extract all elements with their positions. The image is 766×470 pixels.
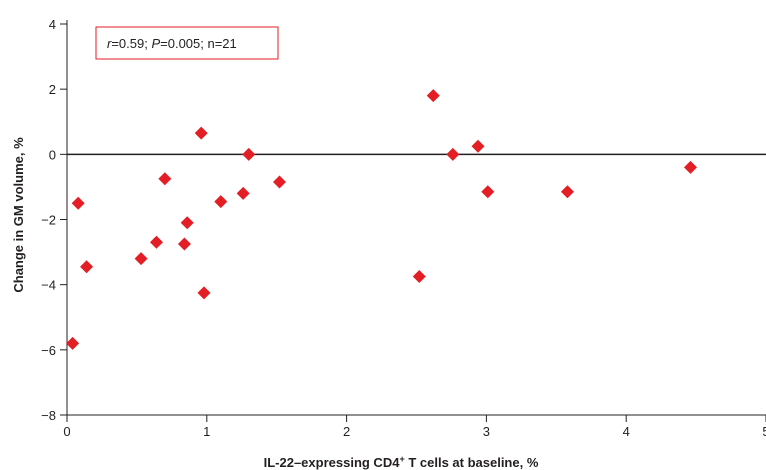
y-tick-label: −2: [41, 213, 56, 228]
data-point: [177, 237, 191, 251]
stats-r-value: =0.59;: [111, 36, 151, 51]
data-point: [158, 172, 172, 186]
data-point: [560, 185, 574, 199]
data-point: [214, 195, 228, 209]
data-point: [236, 186, 250, 200]
y-tick-label: 4: [49, 17, 56, 32]
data-point: [481, 185, 495, 199]
x-tick-label: 2: [343, 424, 350, 439]
data-point: [272, 175, 286, 189]
axes: −8 −6 −4 −2 0 2 4 0 1 2 3 4 5: [41, 17, 766, 439]
stats-box: [95, 26, 279, 60]
data-point: [134, 252, 148, 266]
data-point: [194, 126, 208, 140]
y-axis-title: Change in GM volume, %: [11, 137, 26, 293]
data-point: [426, 89, 440, 103]
x-axis-title-superscript: +: [399, 454, 404, 464]
data-point: [149, 235, 163, 249]
x-axis-title-main: IL-22–expressing CD4: [264, 455, 401, 470]
data-point: [71, 196, 85, 210]
data-point: [412, 270, 426, 284]
x-tick-label: 4: [623, 424, 630, 439]
y-tick-label: 0: [49, 147, 56, 162]
x-tick-label: 0: [63, 424, 70, 439]
x-tick-label: 5: [762, 424, 766, 439]
data-point: [242, 147, 256, 161]
stats-r-label: r: [107, 36, 112, 51]
y-tick-label: −8: [41, 408, 56, 423]
y-tick-label: −4: [41, 278, 56, 293]
x-axis-title-rest: T cells at baseline, %: [405, 455, 539, 470]
data-point: [80, 260, 94, 274]
data-point: [471, 139, 485, 153]
data-point: [446, 147, 460, 161]
x-tick-label: 3: [483, 424, 490, 439]
stats-text: r=0.59; P=0.005; n=21: [107, 36, 237, 51]
data-point: [684, 160, 698, 174]
y-tick-label: −6: [41, 343, 56, 358]
data-point: [197, 286, 211, 300]
x-axis-title: IL-22–expressing CD4+ T cells at baselin…: [264, 454, 539, 470]
data-point: [180, 216, 194, 230]
data-points: [66, 89, 698, 350]
data-point: [66, 336, 80, 350]
y-tick-label: 2: [49, 82, 56, 97]
x-tick-label: 1: [203, 424, 210, 439]
stats-p-label: P: [151, 36, 160, 51]
stats-annotation: r=0.59; P=0.005; n=21: [95, 26, 279, 60]
stats-p-value: =0.005; n=21: [160, 36, 237, 51]
